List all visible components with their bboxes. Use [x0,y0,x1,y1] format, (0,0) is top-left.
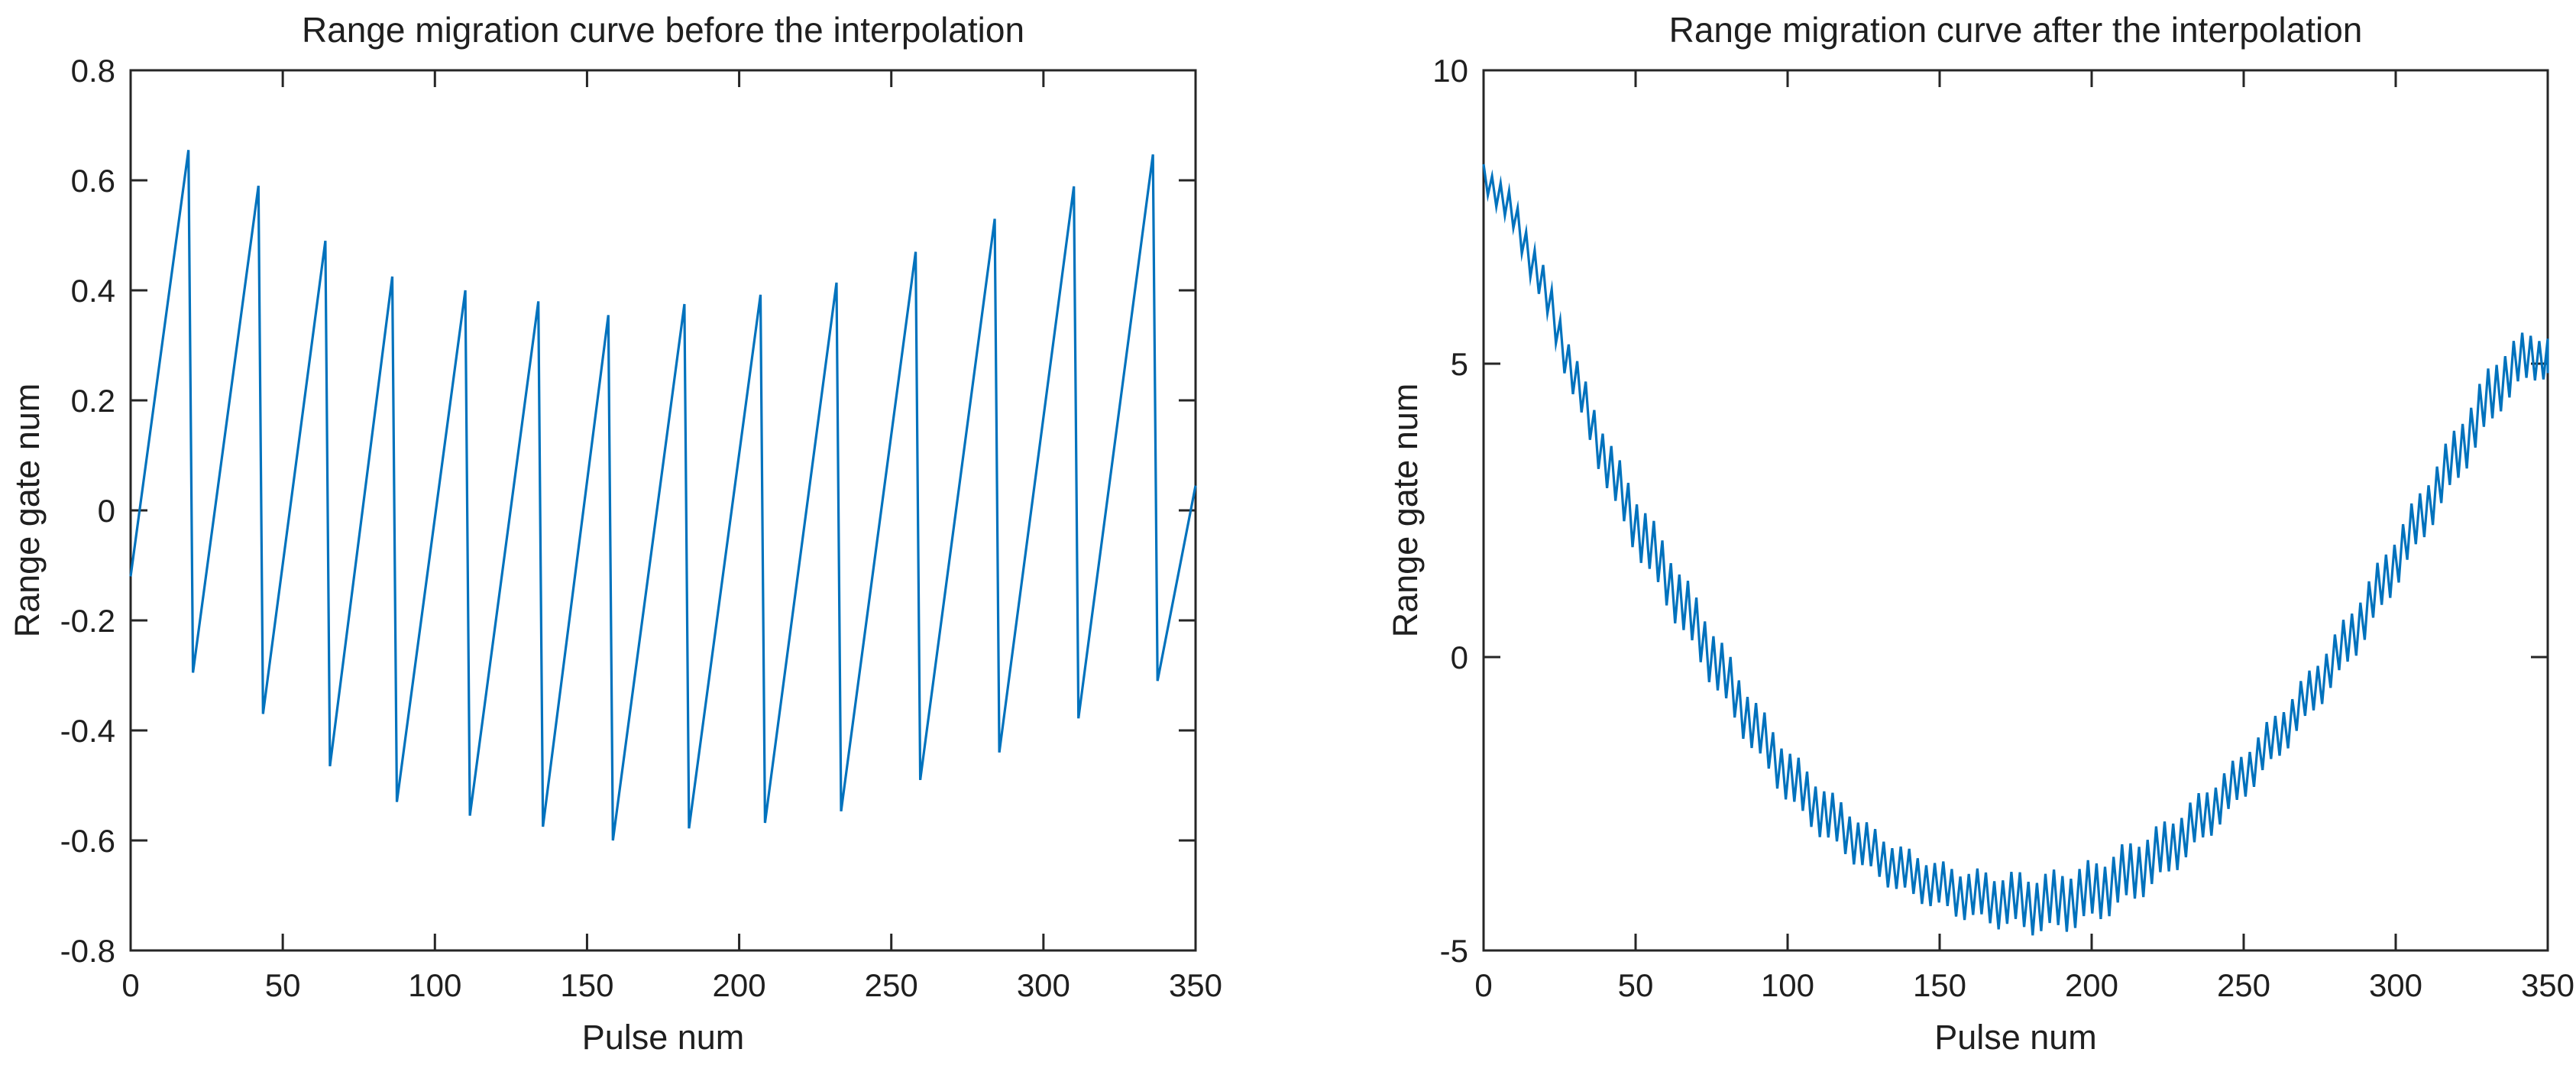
after-chart-xlabel: Pulse num [1934,1018,2097,1057]
y-tick-label: 0 [1451,639,1468,675]
data-curve [1482,164,2549,936]
x-tick-label: 0 [121,967,139,1003]
x-tick-label: 200 [2065,967,2118,1003]
y-tick-label: 0 [98,493,115,529]
x-tick-label: 50 [265,967,301,1003]
x-tick-label: 100 [1761,967,1814,1003]
x-tick-label: 200 [713,967,766,1003]
y-tick-label: 0.8 [71,53,115,89]
x-tick-label: 150 [560,967,613,1003]
x-tick-label: 300 [2369,967,2422,1003]
x-tick-label: 300 [1017,967,1070,1003]
x-tick-label: 100 [408,967,461,1003]
y-tick-label: 0.6 [71,163,115,199]
x-tick-label: 50 [1618,967,1654,1003]
y-tick-label: -0.8 [60,933,115,969]
y-tick-label: -0.2 [60,603,115,639]
y-tick-label: -0.6 [60,823,115,859]
before-chart-xlabel: Pulse num [581,1018,745,1057]
y-tick-label: 0.2 [71,383,115,419]
y-tick-label: 5 [1451,346,1468,382]
x-tick-label: 150 [1913,967,1966,1003]
axes-box [1482,69,2549,952]
y-tick-label: 10 [1432,53,1468,89]
x-tick-label: 350 [1169,967,1222,1003]
after-chart-title: Range migration curve after the interpol… [1668,10,2363,50]
after-chart-ylabel: Range gate num [1386,383,1425,638]
x-tick-label: 250 [865,967,918,1003]
y-tick-label: -5 [1440,933,1468,969]
before-chart-ylabel: Range gate num [8,383,47,638]
y-tick-label: -0.4 [60,713,115,749]
x-tick-label: 350 [2521,967,2574,1003]
y-tick-label: 0.4 [71,273,115,309]
x-tick-label: 0 [1474,967,1492,1003]
before-chart-title: Range migration curve before the interpo… [301,10,1025,50]
data-curve [129,150,1197,841]
before-chart-axes: 0 50 100 150 200 250 300 350 -0.8 -0.6 -0.4 -0.2 0 0.… [60,53,1222,1003]
x-tick-label: 250 [2217,967,2270,1003]
